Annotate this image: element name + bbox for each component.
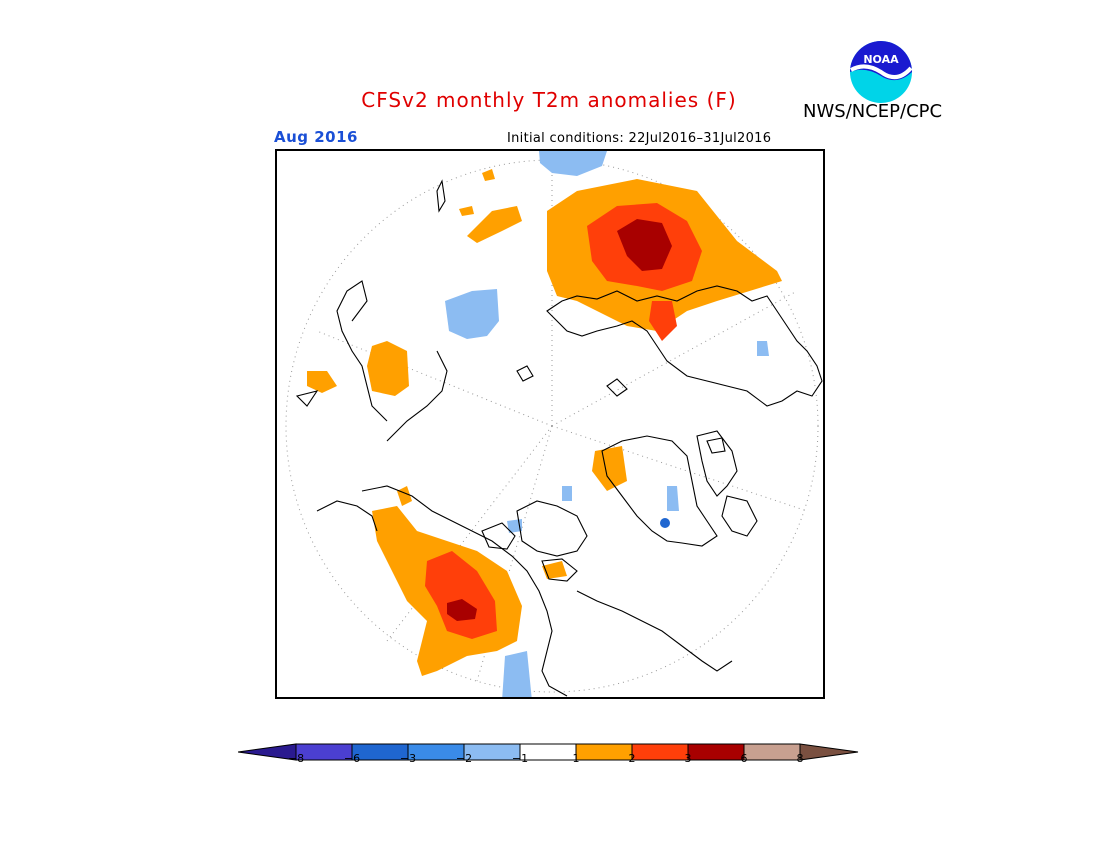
warm-anomaly-small xyxy=(307,169,627,579)
legend-label: 8 xyxy=(796,752,804,765)
initial-conditions-label: Initial conditions: 22Jul2016–31Jul2016 xyxy=(507,131,772,146)
agency-label: NWS/NCEP/CPC xyxy=(803,101,943,122)
svg-text:NOAA: NOAA xyxy=(863,53,899,66)
legend-arrow-high xyxy=(799,743,859,761)
map-title: CFSv2 monthly T2m anomalies (F) xyxy=(361,88,737,112)
legend-label: 1 xyxy=(572,752,580,765)
warm-anomaly-eurasia xyxy=(547,179,782,341)
valid-month-label: Aug 2016 xyxy=(274,128,358,146)
cool-anomaly-dot xyxy=(660,518,670,528)
noaa-logo: NOAA xyxy=(850,41,913,103)
coastlines xyxy=(295,179,823,697)
legend-label: 3 xyxy=(684,752,692,765)
legend-label: −2 xyxy=(455,752,473,765)
legend-label: 2 xyxy=(628,752,636,765)
warm-anomaly-north-america xyxy=(372,506,522,676)
cool-anomaly xyxy=(445,151,769,697)
legend-label: 6 xyxy=(740,752,748,765)
legend-label: −1 xyxy=(511,752,529,765)
legend-label: −6 xyxy=(343,752,361,765)
legend-label: −8 xyxy=(287,752,305,765)
color-legend xyxy=(238,743,859,761)
legend-label: −3 xyxy=(399,752,417,765)
polar-map xyxy=(275,149,825,699)
